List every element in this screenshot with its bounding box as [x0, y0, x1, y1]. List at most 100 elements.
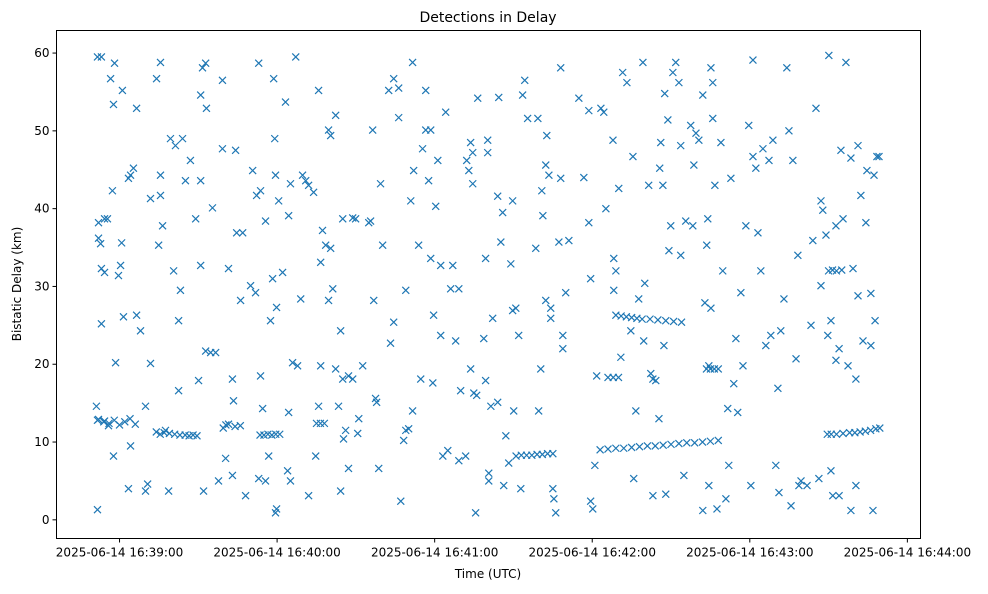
data-point — [835, 344, 844, 353]
data-point — [374, 464, 383, 473]
data-point — [271, 171, 280, 180]
data-point — [501, 431, 510, 440]
data-point — [832, 221, 840, 230]
data-point — [739, 361, 747, 370]
data-point — [746, 481, 755, 490]
data-point — [508, 196, 517, 205]
data-point — [846, 154, 855, 163]
data-point — [141, 402, 150, 411]
data-point — [574, 94, 583, 103]
data-point — [304, 181, 313, 190]
data-point — [584, 106, 593, 115]
data-point — [516, 484, 525, 493]
data-point — [109, 100, 118, 109]
data-point — [773, 384, 782, 393]
data-point — [663, 116, 672, 124]
data-point — [658, 181, 667, 190]
data-point — [768, 136, 777, 145]
data-point — [713, 505, 721, 513]
data-point — [232, 228, 241, 237]
data-point — [518, 91, 527, 99]
data-point — [158, 221, 167, 230]
y-tick-label: 40 — [34, 202, 49, 216]
x-axis-label: Time (UTC) — [454, 567, 521, 581]
data-point — [231, 146, 240, 155]
data-point — [634, 294, 643, 303]
data-point — [698, 438, 707, 446]
data-point — [707, 63, 715, 72]
data-point — [116, 261, 125, 270]
data-point — [682, 438, 691, 447]
data-point — [851, 375, 860, 383]
data-point — [428, 378, 437, 387]
data-point — [626, 326, 635, 335]
data-point — [714, 364, 723, 373]
data-point — [655, 414, 663, 423]
data-point — [689, 161, 698, 170]
data-point — [556, 174, 565, 183]
data-point — [486, 402, 495, 411]
data-point — [481, 254, 490, 263]
data-point — [272, 505, 281, 513]
data-point — [494, 93, 503, 102]
data-point — [710, 181, 719, 190]
data-point — [208, 203, 217, 212]
data-point — [311, 452, 320, 460]
data-point — [846, 506, 855, 515]
data-point — [669, 317, 678, 326]
data-point — [229, 396, 238, 405]
x-tick-label: 2025-06-14 16:39:00 — [56, 546, 183, 560]
data-point — [708, 78, 717, 87]
data-point — [169, 266, 178, 275]
data-point — [316, 361, 325, 370]
data-point — [129, 164, 138, 173]
x-tick-label: 2025-06-14 16:42:00 — [529, 546, 656, 560]
data-point — [456, 386, 465, 395]
data-point — [499, 481, 508, 490]
data-point — [706, 364, 715, 373]
data-point — [368, 126, 377, 135]
data-point — [96, 239, 105, 248]
data-point — [564, 236, 573, 245]
data-point — [854, 291, 862, 300]
data-point — [196, 176, 205, 185]
data-point — [366, 217, 375, 226]
data-point — [171, 141, 180, 150]
y-tick-label: 0 — [42, 513, 50, 527]
data-point — [554, 238, 563, 247]
data-point — [648, 491, 657, 500]
data-point — [832, 356, 840, 365]
data-point — [498, 208, 507, 217]
data-point — [714, 436, 723, 445]
data-point — [523, 114, 532, 123]
data-point — [731, 334, 740, 343]
data-point — [93, 505, 102, 514]
data-point — [780, 294, 788, 303]
data-point — [108, 186, 117, 195]
data-point — [316, 419, 325, 428]
data-point — [321, 241, 330, 250]
data-point — [716, 138, 725, 147]
data-point — [870, 171, 878, 180]
data-point — [118, 86, 127, 95]
data-point — [406, 196, 415, 205]
data-point — [94, 234, 103, 243]
data-point — [664, 246, 673, 255]
data-point — [97, 53, 106, 61]
data-point — [493, 192, 502, 201]
data-point — [399, 436, 408, 445]
data-point — [236, 421, 245, 430]
data-point — [166, 134, 175, 143]
data-point — [120, 417, 129, 426]
data-point — [660, 89, 669, 98]
data-point — [776, 326, 785, 335]
data-point — [164, 487, 173, 495]
y-axis-label: Bistatic Delay (km) — [10, 227, 24, 342]
data-point — [619, 444, 628, 453]
data-point — [479, 334, 488, 343]
data-point — [468, 148, 477, 157]
data-point — [143, 480, 152, 488]
data-point — [749, 152, 757, 161]
data-point — [132, 311, 141, 320]
data-point — [832, 430, 841, 439]
